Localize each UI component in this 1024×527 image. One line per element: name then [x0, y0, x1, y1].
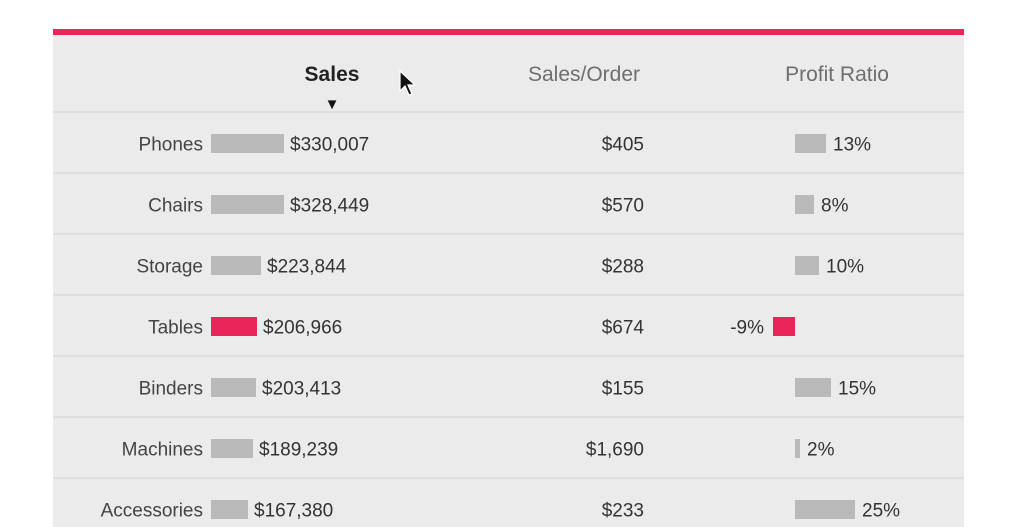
profit-ratio-label: -9% — [730, 318, 764, 339]
sales-bar[interactable] — [211, 317, 257, 336]
profit-ratio-label: 8% — [821, 196, 849, 217]
category-label: Binders — [139, 379, 203, 400]
profit-ratio-bar[interactable] — [795, 378, 831, 397]
category-label: Storage — [136, 257, 203, 278]
category-table-chart: Sales ▼ Sales/Order Profit Ratio Phones $330,… — [53, 63, 964, 522]
category-label: Accessories — [101, 501, 203, 522]
sales-value-label: $328,449 — [290, 196, 369, 217]
profit-ratio-bar[interactable] — [795, 134, 826, 153]
sales-bar[interactable] — [211, 134, 284, 153]
sales-per-order-value: $233 — [602, 501, 644, 522]
sales-bar[interactable] — [211, 195, 284, 214]
sales-bar[interactable] — [211, 378, 256, 397]
profit-ratio-label: 2% — [807, 440, 835, 461]
sales-bar[interactable] — [211, 256, 261, 275]
profit-ratio-label: 13% — [833, 135, 871, 156]
profit-ratio-bar[interactable] — [795, 439, 800, 458]
category-label: Machines — [122, 440, 203, 461]
sales-value-label: $206,966 — [263, 318, 342, 339]
sales-value-label: $189,239 — [259, 440, 338, 461]
sales-bar[interactable] — [211, 500, 248, 519]
column-header-sales[interactable]: Sales — [305, 63, 360, 86]
sales-per-order-value: $674 — [602, 318, 645, 339]
sales-per-order-value: $155 — [602, 379, 644, 400]
mouse-cursor-icon — [399, 70, 417, 96]
table-panel: Sales ▼ Sales/Order Profit Ratio Phones $330,… — [53, 29, 964, 527]
sales-per-order-value: $570 — [602, 196, 644, 217]
sales-value-label: $167,380 — [254, 501, 333, 522]
column-header-sales-per-order[interactable]: Sales/Order — [528, 63, 640, 86]
profit-ratio-bar[interactable] — [795, 500, 855, 519]
profit-ratio-bar[interactable] — [773, 317, 795, 336]
sales-per-order-value: $405 — [602, 135, 644, 156]
category-label: Chairs — [148, 196, 203, 217]
profit-ratio-label: 25% — [862, 501, 900, 522]
column-header-profit-ratio[interactable]: Profit Ratio — [785, 63, 889, 86]
sales-per-order-value: $1,690 — [586, 440, 644, 461]
category-label: Phones — [139, 135, 203, 156]
profit-ratio-label: 10% — [826, 257, 864, 278]
sales-value-label: $223,844 — [267, 257, 347, 278]
sales-per-order-value: $288 — [602, 257, 644, 278]
profit-ratio-label: 15% — [838, 379, 876, 400]
profit-ratio-bar[interactable] — [795, 256, 819, 275]
sort-descending-icon[interactable]: ▼ — [325, 96, 340, 113]
profit-ratio-bar[interactable] — [795, 195, 814, 214]
sales-value-label: $330,007 — [290, 135, 369, 156]
sales-value-label: $203,413 — [262, 379, 341, 400]
sales-bar[interactable] — [211, 439, 253, 458]
category-label: Tables — [148, 318, 203, 339]
